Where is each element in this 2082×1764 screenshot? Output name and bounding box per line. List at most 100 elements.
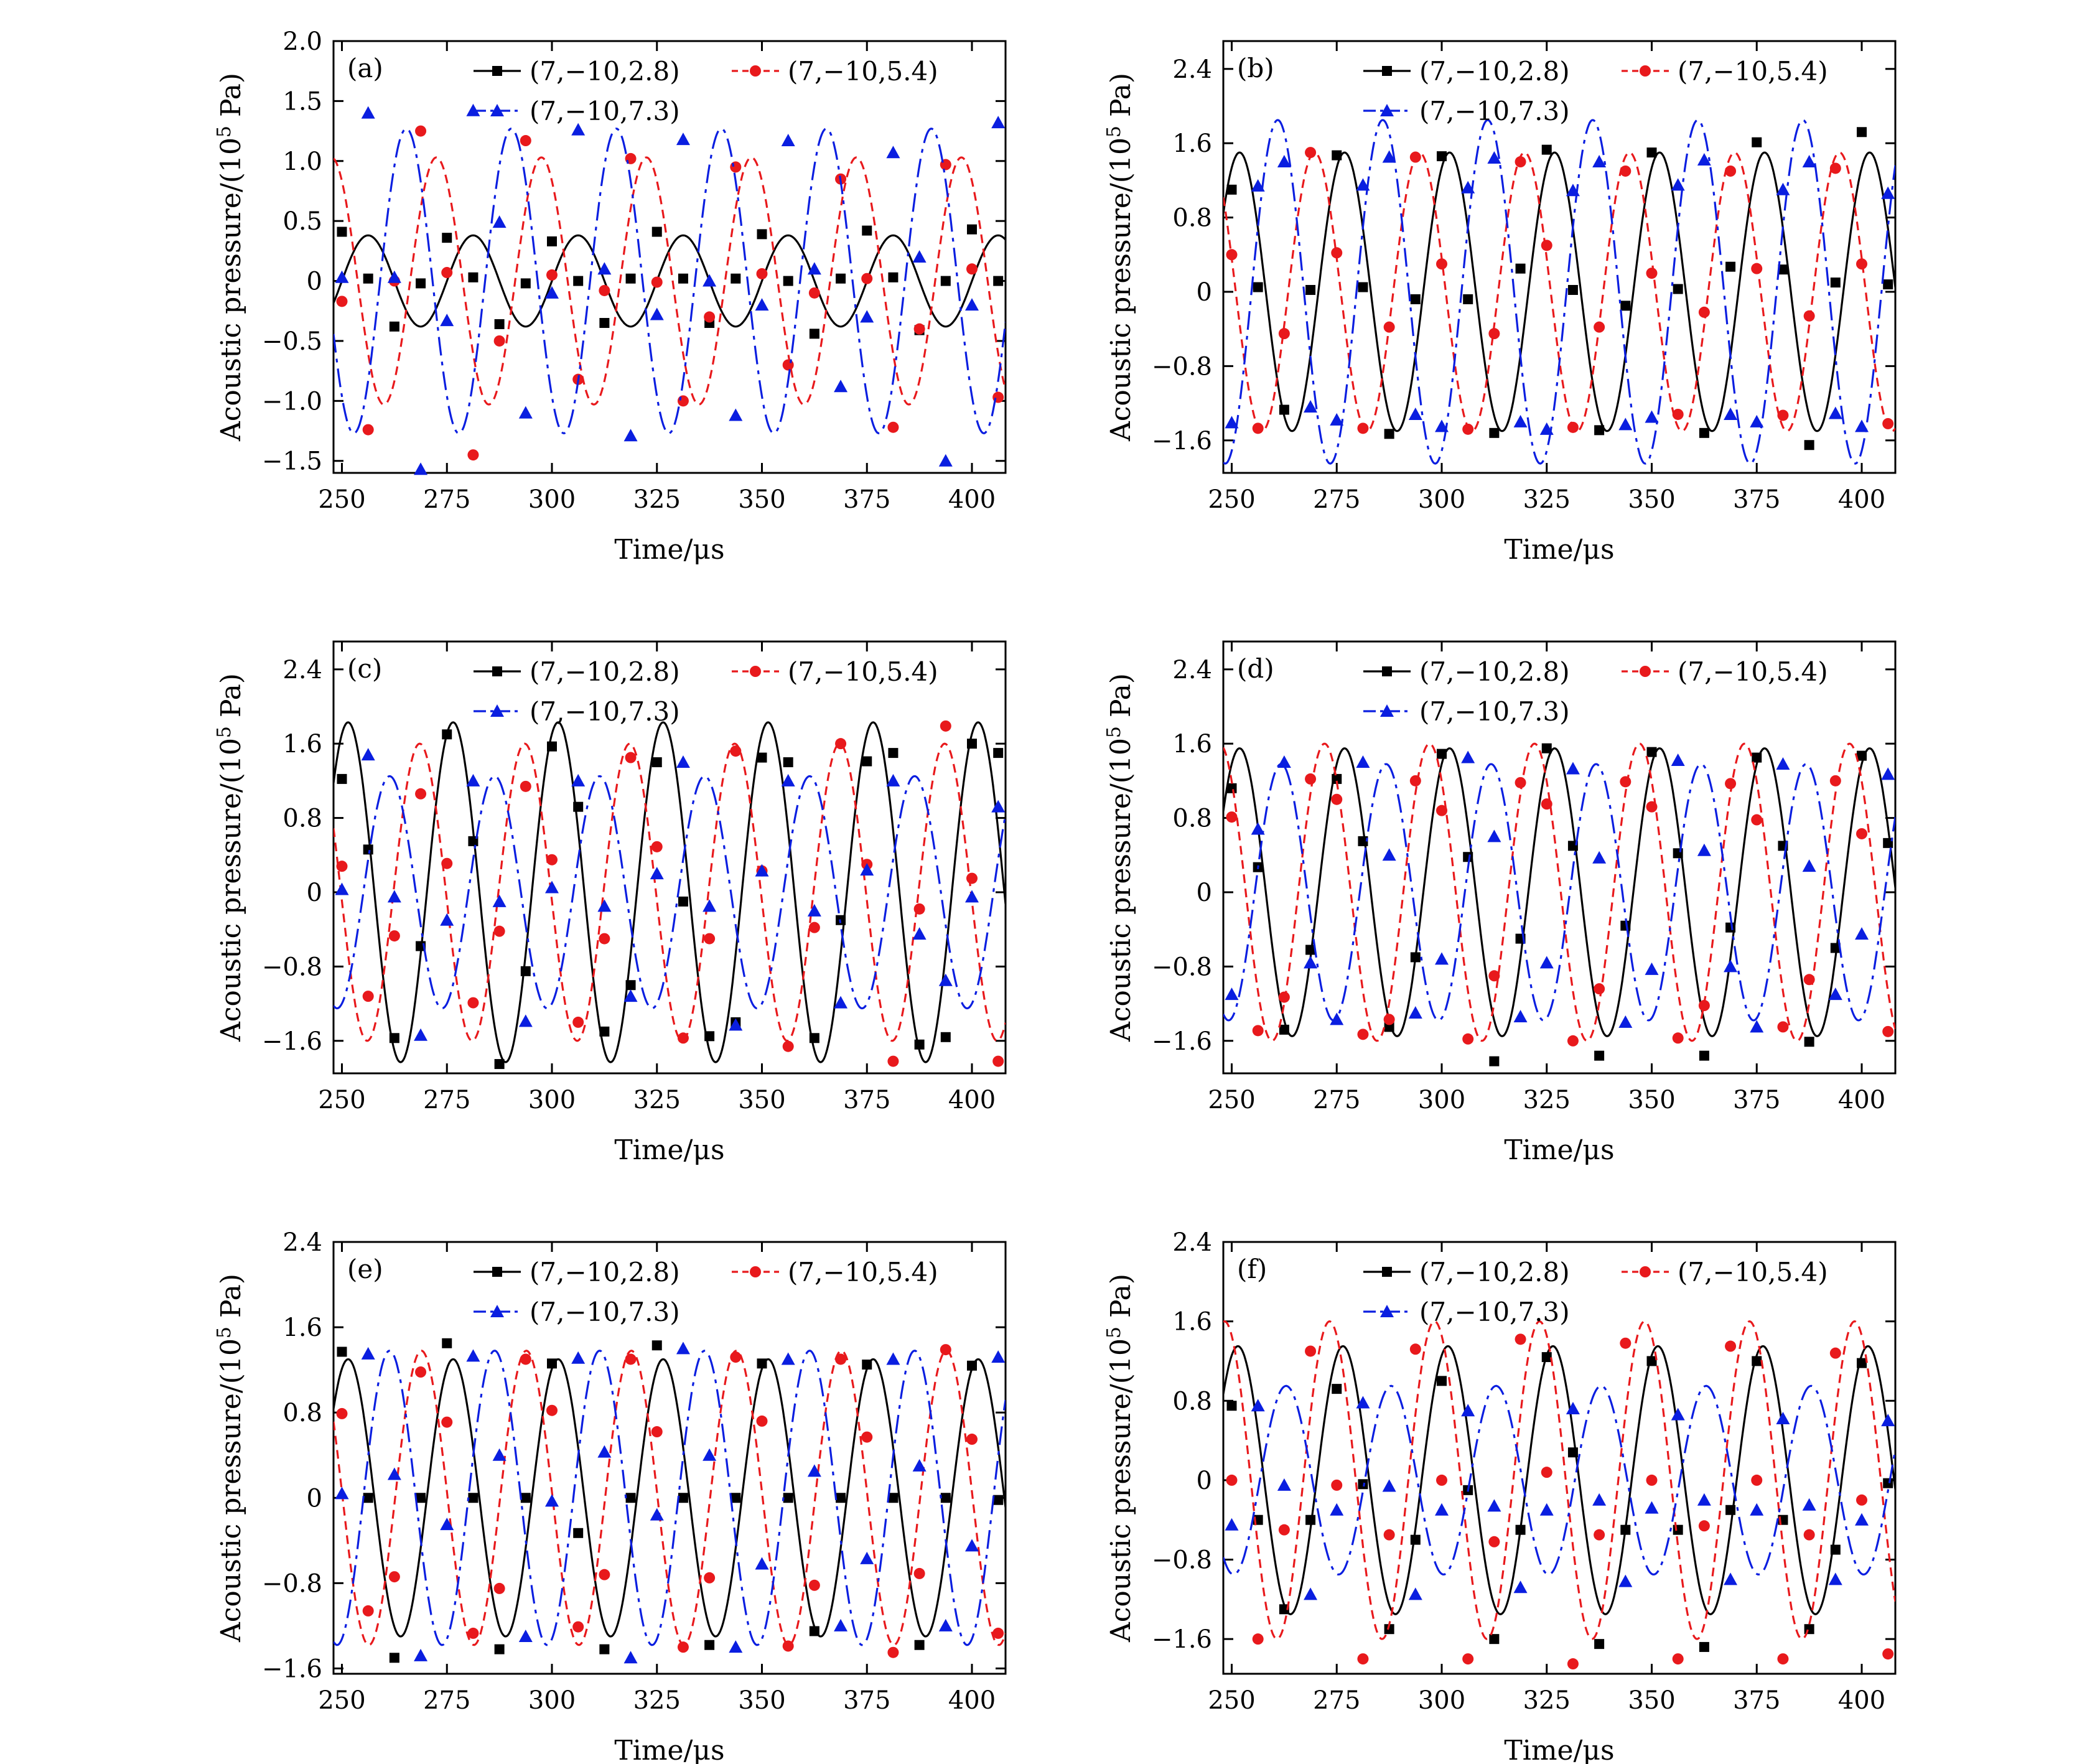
data-point — [546, 1404, 558, 1416]
data-point — [860, 1551, 874, 1564]
data-point — [730, 161, 742, 173]
y-axis-label-exp: 5 — [1103, 1327, 1125, 1338]
chart-panel: 250 275 300 325 350 375 400 −1.6 −0.8 0 0.8 1.6 2.4 T… — [1103, 40, 1897, 566]
y-axis-label-unit: Pa) — [1105, 1274, 1137, 1327]
data-point — [992, 1055, 1004, 1067]
data-point — [1724, 407, 1738, 420]
y-tick-label: 2.4 — [282, 656, 322, 684]
data-point — [1279, 1604, 1289, 1615]
data-point — [1776, 757, 1790, 770]
x-tick-label: 275 — [1313, 1086, 1360, 1114]
data-point — [835, 1353, 847, 1365]
data-point — [1830, 943, 1841, 953]
data-point — [1541, 743, 1552, 754]
y-tick-label: 0.8 — [282, 805, 322, 833]
y-tick-label: 0 — [307, 879, 322, 907]
y-axis-label: Acoustic pressure/(105 Pa) — [1103, 673, 1137, 1042]
data-point — [757, 752, 767, 763]
panel-label: (b) — [1237, 53, 1274, 83]
data-point — [913, 323, 925, 335]
data-point — [1487, 1499, 1501, 1512]
panel-label: (f) — [1237, 1254, 1267, 1284]
y-axis-label-exp: 5 — [1103, 726, 1125, 738]
data-point — [362, 991, 374, 1002]
y-tick-label: 0 — [1197, 879, 1212, 907]
data-point — [1382, 1479, 1396, 1492]
y-tick-label: −0.8 — [1152, 1546, 1212, 1575]
legend-label: (7,−10,5.4) — [1678, 656, 1828, 687]
data-point — [1620, 165, 1632, 177]
series-line — [1223, 1345, 1895, 1615]
data-point — [1305, 147, 1317, 159]
data-point — [387, 1467, 401, 1480]
data-point — [1857, 750, 1867, 761]
data-point — [1592, 155, 1607, 168]
series-line — [334, 1350, 1006, 1646]
y-tick-label: 1.6 — [282, 1314, 322, 1342]
plot-frame — [1222, 40, 1897, 474]
data-point — [912, 1458, 927, 1472]
data-point — [1777, 1021, 1789, 1033]
data-point — [1358, 282, 1368, 292]
data-point — [703, 899, 717, 912]
data-point — [1855, 1513, 1869, 1526]
series-line — [334, 128, 1006, 434]
legend-marker — [750, 1266, 761, 1277]
x-tick-label: 300 — [1418, 1686, 1465, 1715]
data-point — [991, 1350, 1006, 1363]
plot-frame — [1222, 640, 1897, 1075]
data-point — [1751, 1474, 1763, 1486]
plot-frame — [332, 1241, 1007, 1675]
data-point — [757, 1358, 767, 1369]
data-point — [518, 1014, 533, 1027]
data-point — [440, 1518, 454, 1531]
data-point — [492, 894, 506, 907]
chart-panel: 250 275 300 325 350 375 400 −1.6 −0.8 0 0.8 1.6 2.4 T… — [213, 1228, 1007, 1764]
x-tick-label: 250 — [1208, 485, 1255, 514]
panel-label: (c) — [347, 653, 382, 684]
data-point — [1226, 249, 1238, 261]
y-tick-label: −0.5 — [262, 327, 322, 356]
data-point — [756, 268, 768, 279]
x-tick-label: 400 — [948, 485, 996, 514]
data-point — [965, 298, 979, 311]
data-point — [416, 1493, 426, 1503]
data-point — [572, 1016, 584, 1028]
legend-marker — [1380, 1305, 1394, 1317]
data-point — [940, 276, 951, 286]
data-point — [1646, 147, 1657, 158]
data-point — [1541, 1467, 1552, 1478]
data-point — [546, 854, 558, 866]
data-point — [1356, 755, 1370, 768]
data-point — [623, 989, 638, 1002]
data-point — [1804, 1624, 1814, 1635]
panel-label: (d) — [1237, 653, 1274, 684]
data-point — [467, 997, 479, 1009]
data-point — [991, 800, 1006, 813]
legend-label: (7,−10,7.3) — [1419, 96, 1570, 126]
legend-label: (7,−10,7.3) — [530, 696, 680, 727]
data-point — [809, 1626, 819, 1636]
data-point — [1488, 1536, 1500, 1547]
data-point — [757, 229, 767, 240]
data-point — [993, 276, 1004, 286]
data-point — [1646, 268, 1658, 279]
legend-label: (7,−10,2.8) — [530, 56, 680, 86]
data-point — [1803, 974, 1815, 986]
legend-marker — [1382, 1267, 1392, 1277]
series-line — [1223, 747, 1895, 1037]
data-point — [860, 863, 874, 876]
y-axis-label-unit: Pa) — [215, 73, 247, 126]
data-point — [781, 1352, 795, 1365]
data-point — [1699, 1050, 1709, 1061]
data-point — [677, 1032, 689, 1044]
legend-marker — [1380, 104, 1394, 116]
data-point — [1356, 178, 1370, 191]
series-line — [334, 775, 1006, 1010]
data-point — [703, 1448, 717, 1461]
data-point — [1857, 127, 1867, 138]
data-point — [387, 270, 401, 283]
data-point — [1856, 1494, 1867, 1506]
x-axis-label: Time/μs — [1504, 1735, 1614, 1764]
data-point — [520, 780, 531, 792]
